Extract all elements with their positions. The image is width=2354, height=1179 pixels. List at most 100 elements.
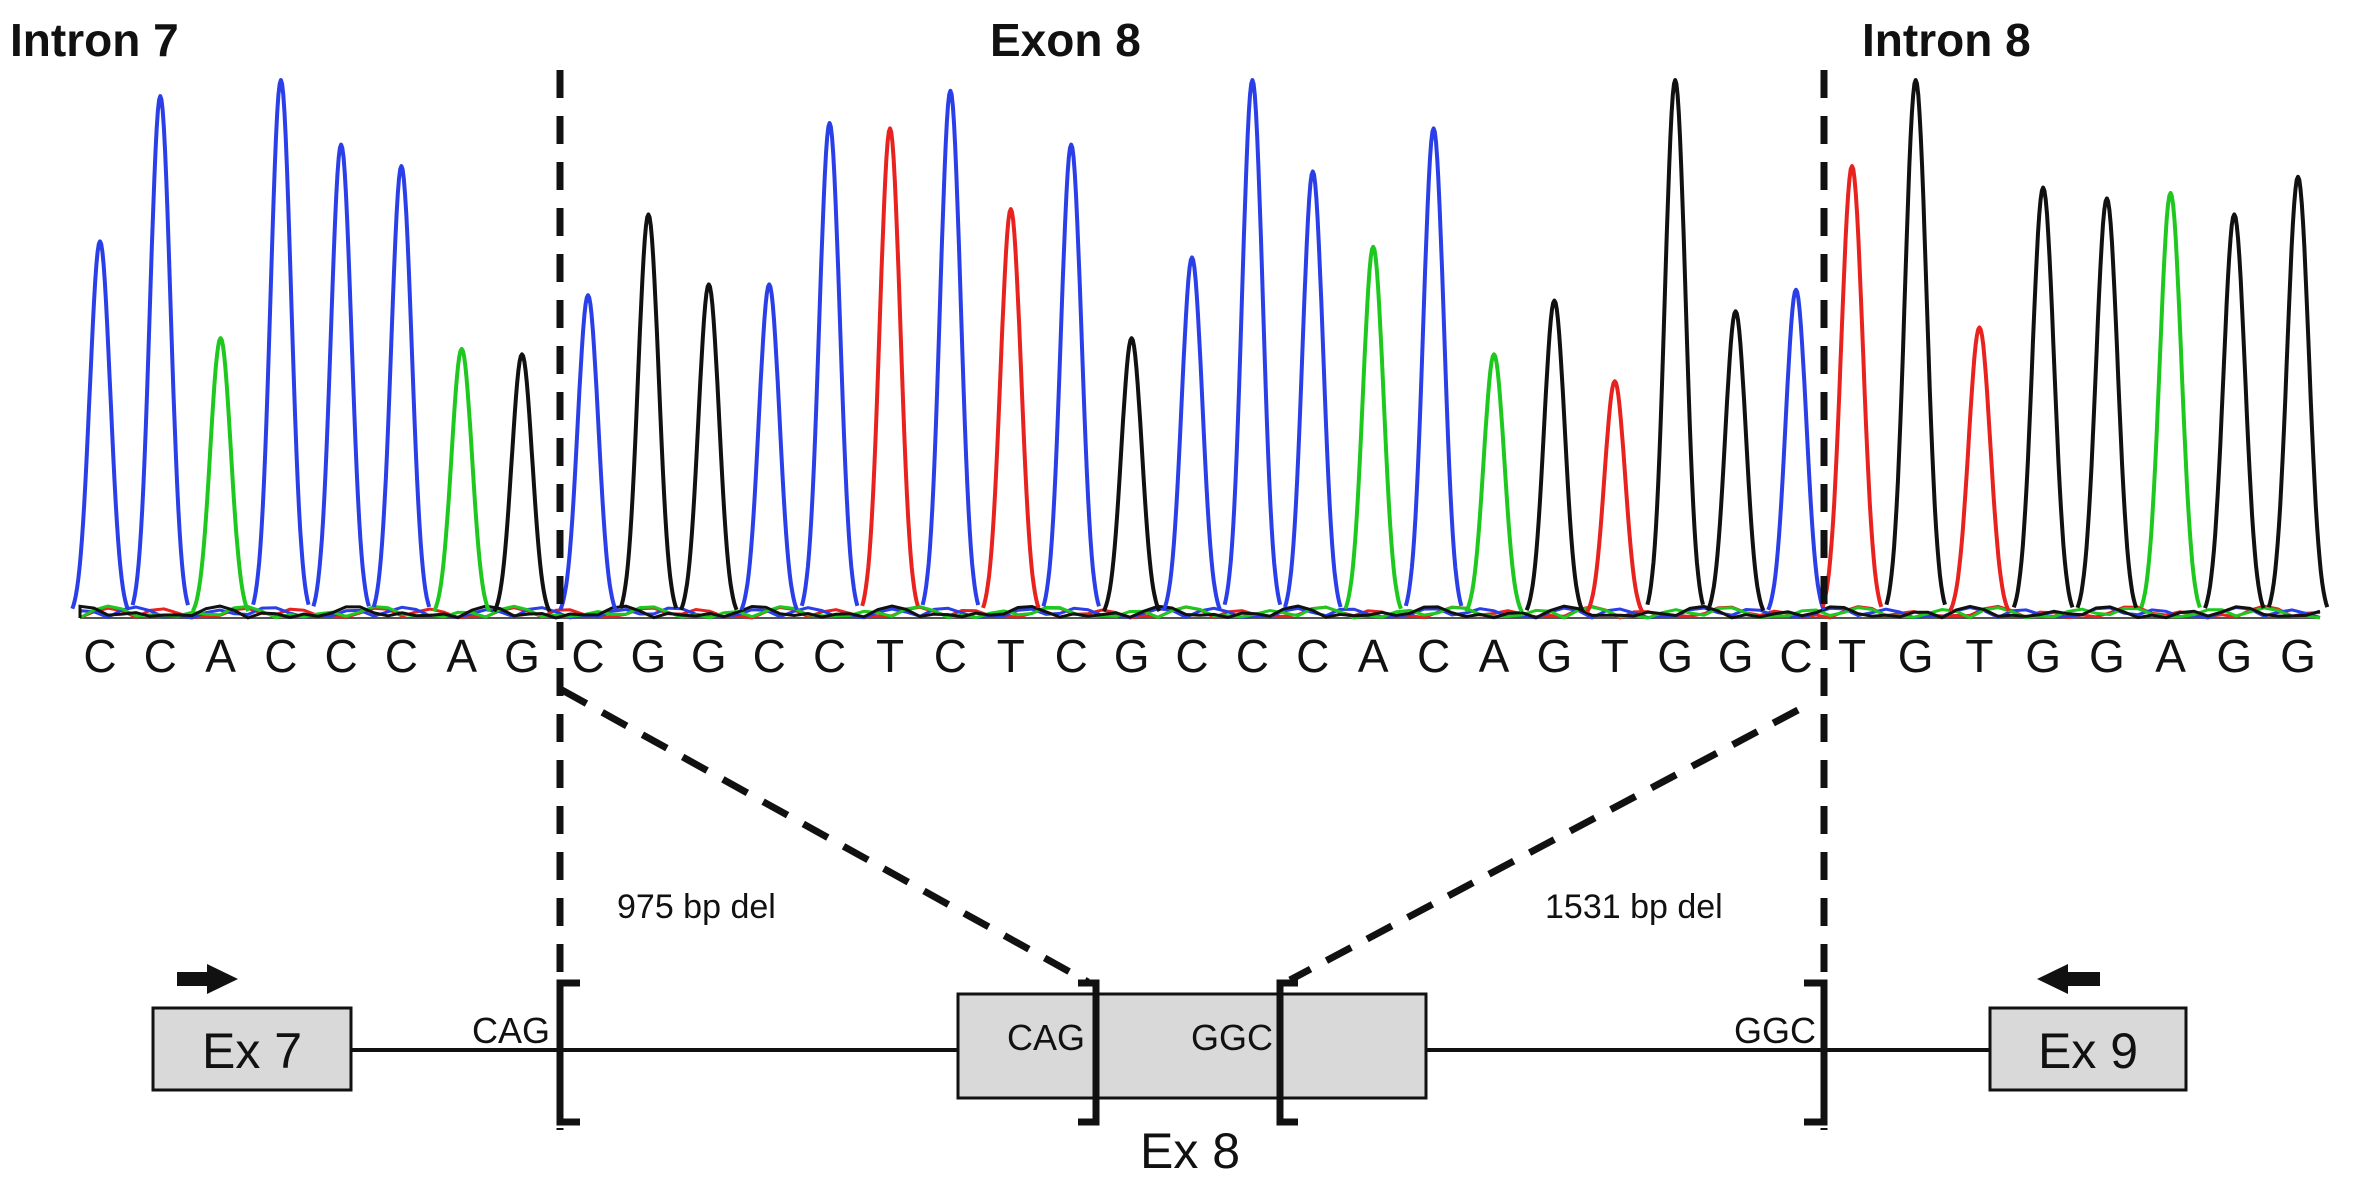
chromatogram-noise bbox=[78, 604, 2321, 620]
peak-C bbox=[1283, 169, 1343, 608]
base-call-letter: T bbox=[876, 630, 904, 682]
peak-T bbox=[1585, 379, 1645, 614]
peak-T bbox=[981, 207, 1041, 609]
peak-G bbox=[2011, 185, 2075, 609]
base-call-letter: C bbox=[1236, 630, 1269, 682]
right-diagonal-guide bbox=[1288, 706, 1800, 984]
left-diagonal-guide bbox=[560, 686, 1090, 986]
exon7-label: Ex 7 bbox=[202, 1023, 302, 1079]
base-call-letter: C bbox=[83, 630, 116, 682]
peak-A bbox=[432, 347, 492, 613]
peak-G bbox=[1524, 298, 1585, 611]
base-call-letter: C bbox=[1417, 630, 1450, 682]
left-bracket-close bbox=[1078, 979, 1100, 1126]
peak-G bbox=[2075, 196, 2139, 609]
base-call-letter: T bbox=[1838, 630, 1866, 682]
peak-G bbox=[1645, 78, 1705, 606]
noise-trace bbox=[78, 604, 2321, 620]
base-call-letter: C bbox=[385, 630, 418, 682]
peak-A bbox=[1464, 352, 1524, 613]
exon9-label: Ex 9 bbox=[2038, 1023, 2138, 1079]
peak-C bbox=[558, 293, 618, 611]
base-call-letter: G bbox=[631, 630, 667, 682]
base-call-letter: G bbox=[1898, 630, 1934, 682]
right-bracket-open bbox=[1276, 979, 1298, 1126]
forward-primer-arrow bbox=[177, 964, 238, 994]
exon-cag-motif: CAG bbox=[1007, 1017, 1085, 1058]
exon8-label: Ex 8 bbox=[1140, 1123, 1240, 1179]
peak-G bbox=[492, 352, 552, 613]
base-call-letter: G bbox=[1537, 630, 1573, 682]
base-call-letter: A bbox=[2155, 630, 2186, 682]
gene-map: Ex 7 Ex 8 Ex 9 CAG CAG GGC GGC bbox=[151, 964, 2188, 1179]
base-call-letter: T bbox=[997, 630, 1025, 682]
intron-cag-motif: CAG bbox=[472, 1010, 550, 1051]
base-call-letter: G bbox=[2216, 630, 2252, 682]
base-call-letter: A bbox=[1479, 630, 1510, 682]
base-call-letter: C bbox=[1175, 630, 1208, 682]
peak-C bbox=[1041, 142, 1101, 607]
peak-C bbox=[1766, 287, 1826, 611]
right-deletion-label: 1531 bp del bbox=[1545, 888, 1723, 926]
intron-ggc-motif: GGC bbox=[1734, 1010, 1816, 1051]
base-call-letter: G bbox=[2280, 630, 2316, 682]
peak-C bbox=[799, 121, 860, 607]
peak-A bbox=[1343, 244, 1403, 610]
base-call-letter: A bbox=[1358, 630, 1389, 682]
peak-T bbox=[1948, 325, 2011, 612]
chromatogram-peaks bbox=[70, 78, 2330, 614]
peak-G bbox=[1101, 336, 1162, 612]
peak-C bbox=[311, 142, 371, 607]
reverse-primer-arrow bbox=[2037, 964, 2100, 994]
base-call-letter: C bbox=[934, 630, 967, 682]
peak-G bbox=[1884, 78, 1947, 606]
exon9-box bbox=[1988, 1006, 2188, 1092]
base-call-letter: G bbox=[1657, 630, 1693, 682]
peak-G bbox=[1705, 309, 1766, 612]
base-call-letter: C bbox=[753, 630, 786, 682]
base-call-letter: G bbox=[2025, 630, 2061, 682]
base-call-letter: G bbox=[1114, 630, 1150, 682]
peak-T bbox=[860, 126, 920, 607]
peak-C bbox=[70, 239, 130, 610]
base-call-letter: G bbox=[2089, 630, 2125, 682]
peak-C bbox=[130, 94, 190, 606]
base-call-letter: A bbox=[205, 630, 236, 682]
peak-C bbox=[1403, 126, 1464, 607]
peak-G bbox=[2203, 212, 2266, 609]
peak-G bbox=[618, 212, 679, 609]
exon8-heading: Exon 8 bbox=[990, 14, 1141, 66]
intron7-heading: Intron 7 bbox=[10, 14, 179, 66]
left-deletion-label: 975 bp del bbox=[617, 888, 776, 926]
peak-A bbox=[2139, 191, 2202, 609]
exon-ggc-motif: GGC bbox=[1191, 1017, 1273, 1058]
base-call-letter: C bbox=[571, 630, 604, 682]
base-call-letter: C bbox=[1779, 630, 1812, 682]
right-bracket-close bbox=[1804, 979, 1828, 1126]
base-call-letter: G bbox=[1718, 630, 1754, 682]
exon7-box bbox=[151, 1006, 353, 1092]
peak-A bbox=[190, 336, 251, 612]
base-call-letter: G bbox=[691, 630, 727, 682]
intron8-heading: Intron 8 bbox=[1862, 14, 2031, 66]
peak-C bbox=[920, 88, 981, 606]
peak-G bbox=[2266, 174, 2330, 608]
exon8-box bbox=[956, 992, 1428, 1100]
base-call-letter: C bbox=[1296, 630, 1329, 682]
base-call-letter: G bbox=[504, 630, 540, 682]
base-call-letter: A bbox=[446, 630, 477, 682]
peak-G bbox=[679, 282, 739, 611]
base-call-letter: C bbox=[144, 630, 177, 682]
base-call-letter: C bbox=[1055, 630, 1088, 682]
peak-C bbox=[371, 164, 432, 608]
base-call-letter: C bbox=[813, 630, 846, 682]
peak-C bbox=[1162, 255, 1222, 610]
peak-C bbox=[739, 282, 799, 611]
base-call-letter: C bbox=[324, 630, 357, 682]
noise-trace bbox=[78, 604, 2321, 620]
base-call-letter: T bbox=[1965, 630, 1993, 682]
peak-C bbox=[1222, 78, 1283, 606]
